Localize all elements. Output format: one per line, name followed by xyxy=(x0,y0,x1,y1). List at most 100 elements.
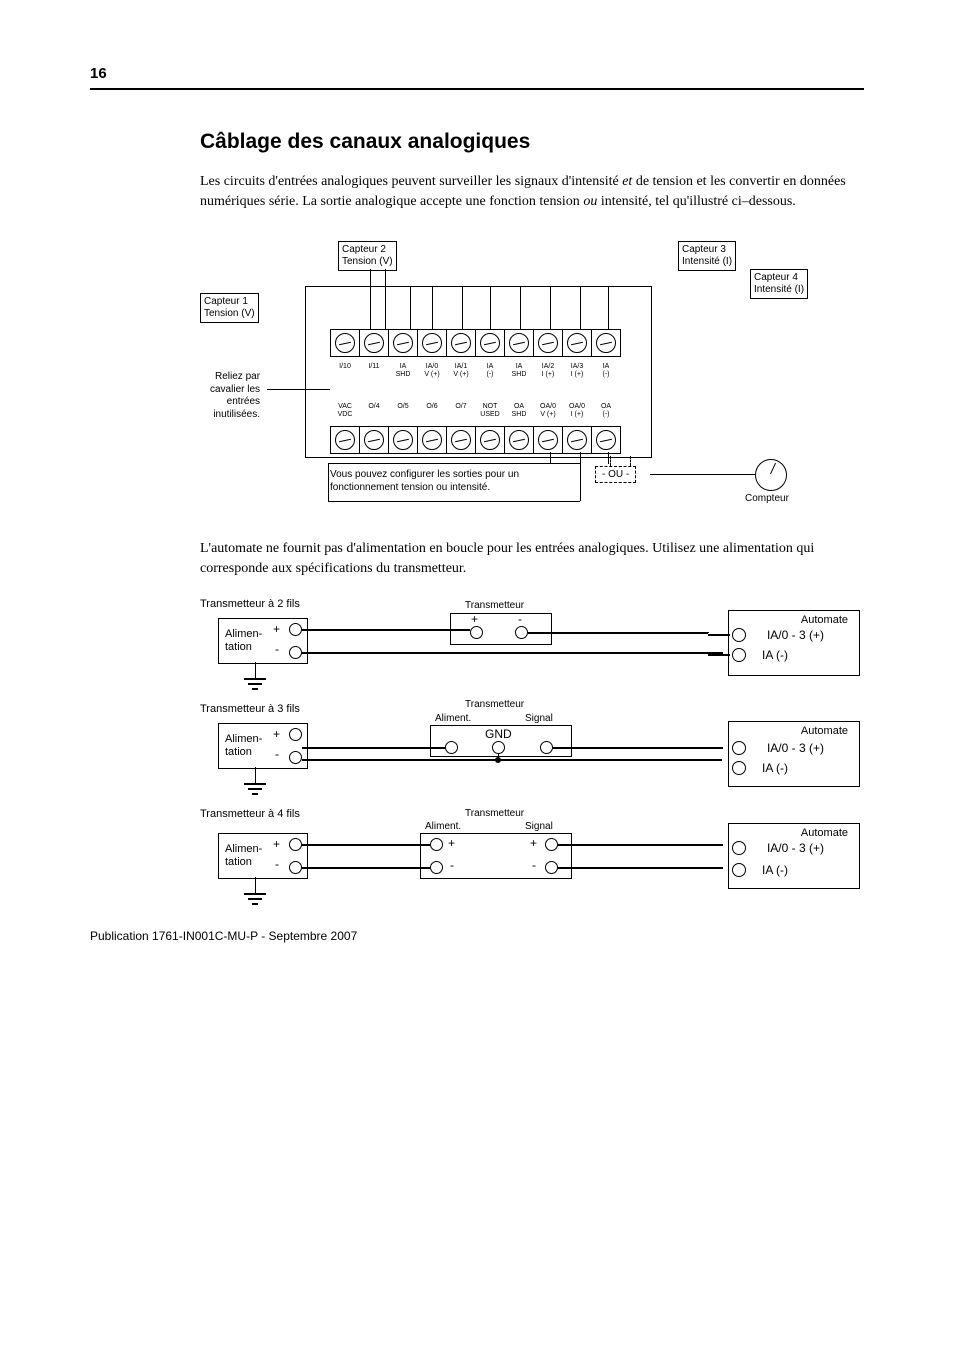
top-terminal-label: IA/2 I (+) xyxy=(533,363,563,378)
terminal-screw xyxy=(364,333,384,353)
terminal-screw xyxy=(509,333,529,353)
tx2-title: Transmetteur à 2 fils xyxy=(200,598,300,610)
meter-icon xyxy=(755,459,787,491)
top-terminal-label: IA SHD xyxy=(388,363,418,378)
terminal-screw xyxy=(393,430,413,450)
bottom-terminal-label: O/5 xyxy=(388,403,418,418)
controller-out-minus: IA (-) xyxy=(762,648,788,662)
terminal-screw xyxy=(538,430,558,450)
para1-a: Les circuits d'entrées analogiques peuve… xyxy=(200,174,622,189)
minus-sign: - xyxy=(275,857,279,871)
transmitter-4wire: Transmetteur à 4 fils Alimen- tation + -… xyxy=(200,808,860,928)
tx3-sub-signal: Signal xyxy=(525,713,553,724)
supply-label: Alimen- tation xyxy=(225,628,262,654)
controller-title: Automate xyxy=(801,614,848,626)
bottom-terminal-label: VAC VDC xyxy=(330,403,360,418)
paragraph-2: L'automate ne fournit pas d'alimentation… xyxy=(200,539,864,578)
page-number: 16 xyxy=(90,65,107,82)
plus-sign: + xyxy=(273,727,280,741)
controller-out-plus: IA/0 - 3 (+) xyxy=(767,841,824,855)
plus-sign: + xyxy=(273,622,280,636)
terminal-screw xyxy=(538,333,558,353)
terminal-screw xyxy=(567,333,587,353)
tx3-sub-supply: Aliment. xyxy=(435,713,471,724)
terminal-screw xyxy=(422,333,442,353)
top-terminal-label: IA SHD xyxy=(504,363,534,378)
bottom-terminal-label: O/7 xyxy=(446,403,476,418)
controller-out-plus: IA/0 - 3 (+) xyxy=(767,628,824,642)
terminal-screw xyxy=(480,430,500,450)
sensor-3-box: Capteur 3 Intensité (I) xyxy=(678,241,736,271)
bottom-terminal-label: NOT USED xyxy=(475,403,505,418)
controller-title: Automate xyxy=(801,827,848,839)
publication-footer: Publication 1761-IN001C-MU-P - Septembre… xyxy=(90,929,357,943)
terminal-screw xyxy=(451,333,471,353)
plus-sign: + xyxy=(530,836,537,850)
controller-title: Automate xyxy=(801,725,848,737)
transmitter-2wire: Transmetteur à 2 fils Alimen- tation + -… xyxy=(200,598,860,703)
header-rule xyxy=(90,88,864,90)
minus-sign: - xyxy=(532,858,536,872)
controller-out-minus: IA (-) xyxy=(762,761,788,775)
terminal-screw xyxy=(596,430,616,450)
terminal-screw xyxy=(422,430,442,450)
para1-italic-ou: ou xyxy=(583,194,597,209)
tx4-sub-supply: Aliment. xyxy=(425,821,461,832)
para1-c: intensité, tel qu'illustré ci–dessous. xyxy=(597,194,796,209)
terminal-screw xyxy=(393,333,413,353)
terminal-block-diagram: Capteur 1 Tension (V) Capteur 2 Tension … xyxy=(200,231,864,521)
plus-sign: + xyxy=(471,612,478,626)
top-terminal-label: IA (-) xyxy=(591,363,621,378)
tx3-box-title: Transmetteur xyxy=(465,699,524,710)
top-terminal-label: IA/0 V (+) xyxy=(417,363,447,378)
plus-sign: + xyxy=(448,836,455,850)
junction-dot xyxy=(495,757,501,763)
bottom-terminal-label: OA/0 V (+) xyxy=(533,403,563,418)
top-terminal-label: I/10 xyxy=(330,363,360,378)
terminal-screw xyxy=(335,333,355,353)
or-box: - OU - xyxy=(595,466,636,483)
minus-sign: - xyxy=(275,747,279,761)
controller-out-minus: IA (-) xyxy=(762,863,788,877)
tx4-sub-signal: Signal xyxy=(525,821,553,832)
sensor-4-box: Capteur 4 Intensité (I) xyxy=(750,269,808,299)
bottom-terminal-label: O/6 xyxy=(417,403,447,418)
tx3-gnd: GND xyxy=(485,727,512,741)
transmitter-diagrams: Transmetteur à 2 fils Alimen- tation + -… xyxy=(200,598,860,928)
sensor-2-box: Capteur 2 Tension (V) xyxy=(338,241,397,271)
terminal-screw xyxy=(480,333,500,353)
tx4-box-title: Transmetteur xyxy=(465,808,524,819)
meter-label: Compteur xyxy=(745,493,789,504)
terminal-screw xyxy=(509,430,529,450)
minus-sign: - xyxy=(275,642,279,656)
para1-italic-et: et xyxy=(622,174,632,189)
section-heading: Câblage des canaux analogiques xyxy=(200,130,864,154)
tx4-title: Transmetteur à 4 fils xyxy=(200,808,300,820)
plus-sign: + xyxy=(273,837,280,851)
sensor-1-box: Capteur 1 Tension (V) xyxy=(200,293,259,323)
bottom-terminal-label: OA/0 I (+) xyxy=(562,403,592,418)
output-config-note: Vous pouvez configurer les sorties pour … xyxy=(330,469,519,494)
terminal-screw xyxy=(596,333,616,353)
minus-sign: - xyxy=(518,612,522,626)
top-terminal-label: IA (-) xyxy=(475,363,505,378)
supply-label: Alimen- tation xyxy=(225,843,262,869)
supply-label: Alimen- tation xyxy=(225,733,262,759)
minus-sign: - xyxy=(450,858,454,872)
top-terminal-label: I/11 xyxy=(359,363,389,378)
terminal-screw xyxy=(335,430,355,450)
terminal-screw xyxy=(451,430,471,450)
jumper-note: Reliez par cavalier les entrées inutilis… xyxy=(210,371,260,421)
bottom-terminal-label: OA SHD xyxy=(504,403,534,418)
tx2-box-title: Transmetteur xyxy=(465,600,524,611)
paragraph-1: Les circuits d'entrées analogiques peuve… xyxy=(200,172,864,211)
controller-out-plus: IA/0 - 3 (+) xyxy=(767,741,824,755)
bottom-terminal-label: OA (-) xyxy=(591,403,621,418)
bottom-terminal-label: O/4 xyxy=(359,403,389,418)
top-terminal-label: IA/3 I (+) xyxy=(562,363,592,378)
tx3-title: Transmetteur à 3 fils xyxy=(200,703,300,715)
transmitter-3wire: Transmetteur à 3 fils Alimen- tation + -… xyxy=(200,703,860,808)
terminal-screw xyxy=(567,430,587,450)
terminal-screw xyxy=(364,430,384,450)
top-terminal-label: IA/1 V (+) xyxy=(446,363,476,378)
